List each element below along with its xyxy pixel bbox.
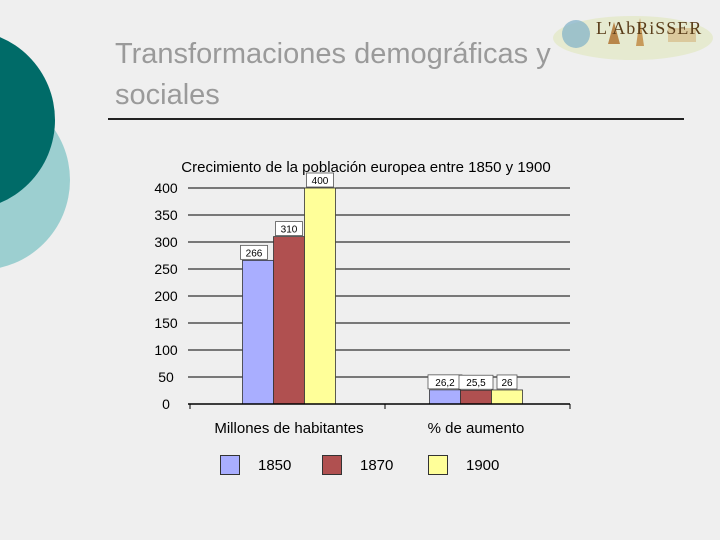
y-tick-label: 50 (158, 369, 174, 385)
y-tick-label: 400 (154, 180, 178, 196)
deco-dark-circle (0, 37, 55, 203)
chart-legend: 1850 1870 1900 (0, 452, 720, 482)
y-tick-label: 0 (162, 396, 170, 412)
legend-swatch (322, 455, 342, 475)
data-label-box (496, 374, 518, 390)
data-label-box (240, 244, 268, 260)
logo-image (553, 16, 713, 60)
legend-swatch (220, 455, 240, 475)
data-label-box (458, 374, 494, 390)
data-label-box (306, 172, 334, 188)
y-tick-label: 350 (154, 207, 178, 223)
data-label: 25,5 (466, 378, 486, 389)
bar-1850 (429, 389, 461, 405)
bar-1850 (242, 259, 274, 405)
legend-label: 1900 (466, 457, 500, 474)
bar-1870 (273, 236, 305, 405)
data-label: 26 (501, 378, 513, 389)
data-label: 400 (312, 176, 329, 187)
legend-swatch (428, 455, 448, 475)
x-category-label: Millones de habitantes (214, 420, 363, 437)
data-label: 26,2 (435, 378, 455, 389)
chart-title: Crecimiento de la población europea entr… (181, 159, 550, 176)
y-tick-label: 250 (154, 261, 178, 277)
title-divider (108, 118, 684, 120)
legend-label: 1870 (360, 457, 394, 474)
bar-1900 (304, 187, 336, 405)
legend-label: 1850 (258, 457, 292, 474)
y-tick-label: 300 (154, 234, 178, 250)
y-tick-label: 200 (154, 288, 178, 304)
logo-text: L'AbRiSSER (596, 18, 703, 38)
slide-title: Transformaciones demográficas y sociales (115, 38, 551, 111)
bar-1870 (460, 389, 492, 405)
data-label: 310 (281, 225, 298, 236)
bar-1900 (491, 389, 523, 405)
y-tick-label: 100 (154, 342, 178, 358)
data-label-box (275, 221, 303, 237)
y-tick-label: 150 (154, 315, 178, 331)
x-category-label: % de aumento (428, 420, 525, 437)
data-label: 266 (246, 248, 263, 259)
